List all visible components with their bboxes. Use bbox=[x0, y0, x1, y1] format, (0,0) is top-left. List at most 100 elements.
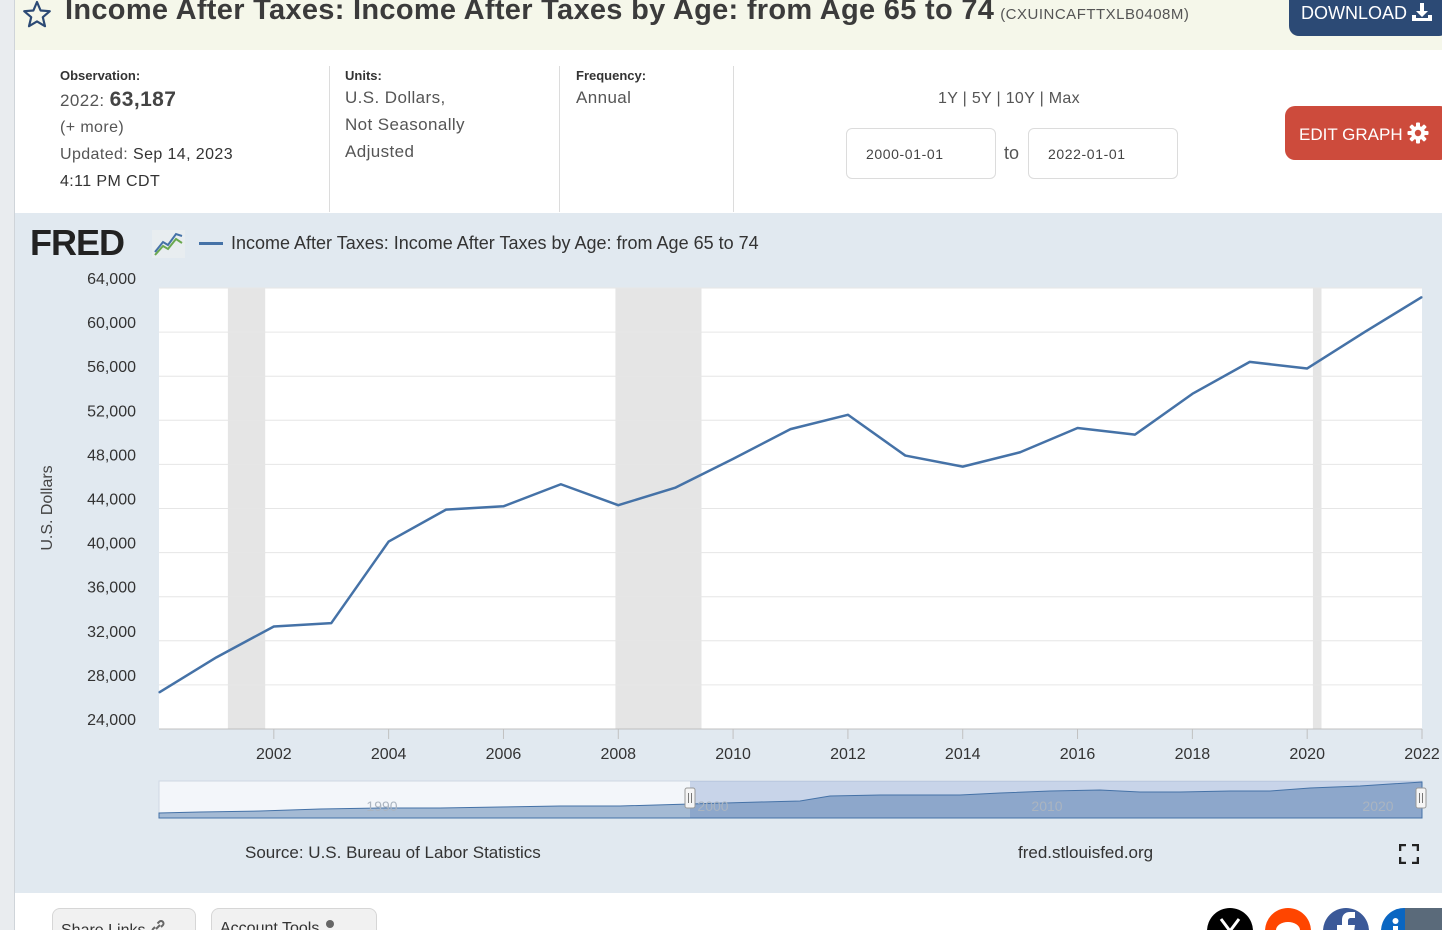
frequency-label: Frequency: bbox=[576, 68, 647, 83]
fred-logo[interactable]: FRED bbox=[30, 222, 190, 267]
data-point bbox=[1019, 451, 1021, 453]
y-tick-label: 32,000 bbox=[87, 624, 136, 641]
x-tick-label: 2016 bbox=[1060, 746, 1096, 763]
data-point bbox=[617, 504, 619, 506]
data-point bbox=[1421, 296, 1423, 298]
share-links-tab[interactable]: Share Links bbox=[52, 908, 196, 930]
y-tick-label: 56,000 bbox=[87, 359, 136, 376]
x-share-icon[interactable] bbox=[1207, 908, 1253, 930]
gear-icon bbox=[1407, 122, 1429, 144]
page-title: Income After Taxes: Income After Taxes b… bbox=[65, 0, 1189, 27]
series-id: (CXUINCAFTTXLB0408M) bbox=[1000, 6, 1190, 23]
observation-label: Observation: bbox=[60, 68, 141, 83]
source-text: Source: U.S. Bureau of Labor Statistics bbox=[245, 843, 541, 862]
y-tick-label: 24,000 bbox=[87, 712, 136, 729]
frequency-block: Frequency: Annual bbox=[576, 64, 646, 111]
link-icon bbox=[151, 920, 165, 930]
x-tick-label: 2020 bbox=[1289, 746, 1325, 763]
data-point bbox=[1191, 393, 1193, 395]
data-point bbox=[1363, 331, 1366, 333]
more-observations-link[interactable]: (+ more) bbox=[60, 119, 125, 136]
x-tick-label: 2008 bbox=[600, 746, 636, 763]
updated-time: 4:11 PM CDT bbox=[60, 173, 161, 190]
range-5y[interactable]: 5Y bbox=[971, 90, 992, 107]
y-tick-label: 52,000 bbox=[87, 403, 136, 420]
updated-date: Sep 14, 2023 bbox=[133, 146, 233, 163]
range-separator: | bbox=[996, 90, 1001, 107]
data-point bbox=[215, 656, 218, 658]
y-tick-label: 48,000 bbox=[87, 447, 136, 464]
y-tick-label: 36,000 bbox=[87, 580, 136, 597]
data-point bbox=[847, 414, 849, 416]
updated-label: Updated: bbox=[60, 146, 129, 163]
fullscreen-icon[interactable] bbox=[1398, 843, 1420, 869]
scroll-top-button[interactable] bbox=[1405, 908, 1442, 930]
reddit-share-icon[interactable] bbox=[1265, 908, 1311, 930]
data-point bbox=[1249, 361, 1251, 363]
data-point bbox=[158, 692, 160, 694]
time-navigator: 1990 2000 2010 2020 bbox=[158, 780, 1427, 819]
frequency-value: Annual bbox=[576, 88, 632, 107]
units-line-1: U.S. Dollars, bbox=[345, 88, 446, 107]
x-tick-label: 2002 bbox=[256, 746, 292, 763]
units-line-3: Adjusted bbox=[345, 142, 415, 161]
data-point bbox=[789, 428, 792, 430]
edit-graph-button[interactable]: EDIT GRAPH bbox=[1285, 106, 1442, 160]
left-rail bbox=[0, 0, 15, 930]
observation-value: 63,187 bbox=[109, 88, 177, 111]
navigator-handle[interactable] bbox=[1415, 787, 1427, 809]
x-tick-label: 2010 bbox=[715, 746, 751, 763]
range-1y[interactable]: 1Y bbox=[938, 90, 958, 107]
to-label: to bbox=[1004, 143, 1020, 163]
data-point bbox=[388, 540, 390, 543]
site-link[interactable]: fred.stlouisfed.org bbox=[1018, 843, 1154, 862]
x-tick-label: 2012 bbox=[830, 746, 866, 763]
units-line-2: Not Seasonally bbox=[345, 115, 465, 134]
series-lines bbox=[158, 295, 1423, 694]
range-10y[interactable]: 10Y bbox=[1005, 90, 1035, 107]
legend-label[interactable]: Income After Taxes: Income After Taxes b… bbox=[231, 233, 759, 253]
title-text: Income After Taxes: Income After Taxes b… bbox=[65, 0, 995, 26]
range-separator: | bbox=[1039, 90, 1045, 107]
data-point bbox=[1306, 367, 1308, 370]
observation-period: 2022: bbox=[60, 91, 105, 110]
edit-graph-label: EDIT GRAPH bbox=[1299, 125, 1403, 144]
navigator-series bbox=[158, 781, 1423, 819]
download-button[interactable]: DOWNLOAD bbox=[1289, 0, 1442, 36]
data-point bbox=[502, 505, 505, 507]
facebook-share-icon[interactable] bbox=[1323, 908, 1369, 930]
y-tick-label: 28,000 bbox=[87, 668, 136, 685]
account-tools-tab[interactable]: Account Tools bbox=[211, 908, 377, 930]
range-max[interactable]: Max bbox=[1048, 90, 1080, 107]
units-block: Units: U.S. Dollars, Not Seasonally Adju… bbox=[345, 64, 465, 165]
start-date-input[interactable] bbox=[846, 128, 996, 179]
user-icon bbox=[325, 920, 334, 928]
data-point bbox=[560, 483, 562, 485]
divider bbox=[733, 66, 734, 212]
navigator-handle[interactable] bbox=[684, 787, 696, 809]
data-point bbox=[1076, 427, 1079, 429]
data-point bbox=[273, 625, 275, 628]
star-icon[interactable] bbox=[22, 0, 52, 28]
share-links-label: Share Links bbox=[61, 922, 146, 930]
range-selector: 1Y | 5Y | 10Y | Max bbox=[938, 90, 1080, 108]
navigator-label: 1990 bbox=[366, 798, 397, 814]
y-tick-label: 60,000 bbox=[87, 315, 136, 332]
legend-swatch bbox=[199, 242, 223, 245]
data-point bbox=[330, 622, 332, 624]
download-icon bbox=[1412, 3, 1433, 21]
navigator-label: 2010 bbox=[1031, 798, 1062, 814]
fred-logo-text: FRED bbox=[30, 224, 124, 262]
end-date-input[interactable] bbox=[1028, 128, 1178, 179]
x-axis-ticks: 2002 2004 2006 2008 2010 2012 2014 2016 2018 2020… bbox=[159, 728, 1440, 763]
navigator-label: 2000 bbox=[697, 798, 728, 814]
data-point bbox=[1134, 434, 1136, 436]
x-tick-label: 2022 bbox=[1404, 746, 1440, 763]
y-tick-label: 40,000 bbox=[87, 536, 136, 553]
x-tick-label: 2006 bbox=[486, 746, 522, 763]
range-separator: | bbox=[962, 90, 968, 107]
x-tick-label: 2004 bbox=[371, 746, 407, 763]
account-tools-label: Account Tools bbox=[220, 920, 320, 930]
